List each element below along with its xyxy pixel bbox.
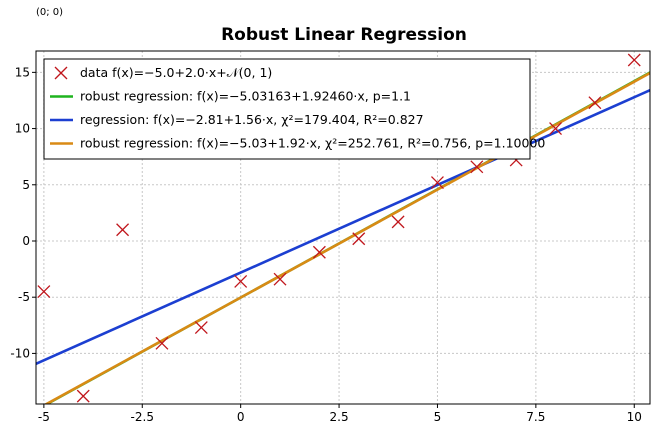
data-point [588, 96, 602, 110]
data-point [312, 245, 326, 259]
y-tick-label: 0 [22, 234, 30, 248]
data-point-stroke [273, 272, 287, 286]
regression-line-3 [43, 71, 650, 404]
data-point [470, 160, 484, 174]
x-tick-label: 7.5 [526, 410, 545, 424]
legend-label: regression: f(x)=−2.81+1.56·x, χ²=179.40… [80, 112, 424, 127]
regression-line-2 [36, 89, 650, 365]
y-tick-label: -5 [18, 290, 30, 304]
data-point [194, 321, 208, 335]
legend-marker [54, 66, 68, 80]
series-layer [36, 53, 650, 404]
data-point-stroke [352, 232, 366, 246]
legend: data f(x)=−5.0+2.0·x+𝒩(0, 1) robust regre… [43, 58, 545, 160]
data-point [627, 53, 641, 67]
x-tick-label: 10 [627, 410, 642, 424]
x-tick-label: 2.5 [330, 410, 349, 424]
data-point [116, 223, 130, 237]
data-point [37, 285, 51, 299]
data-point-stroke [549, 122, 562, 136]
x-tick-label: 5 [434, 410, 442, 424]
data-point [155, 336, 169, 350]
plot-area-frame [35, 50, 651, 405]
data-point-stroke [470, 160, 484, 174]
data-point [273, 272, 287, 286]
y-tick-label: 5 [22, 178, 30, 192]
y-tick-label: 10 [15, 122, 30, 136]
coordinate-readout: (0; 0) [36, 7, 64, 18]
chart-title: Robust Linear Regression [221, 25, 467, 45]
data-point [549, 122, 562, 136]
x-tick-label: -5 [38, 410, 50, 424]
y-tick-label: -10 [10, 346, 30, 360]
data-point [431, 176, 444, 189]
legend-box [43, 58, 531, 160]
data-point [391, 215, 405, 229]
legend-label: robust regression: f(x)=−5.03+1.92·x, χ²… [80, 136, 545, 151]
data-point [76, 389, 90, 403]
data-point [234, 275, 248, 288]
data-point-stroke [155, 336, 169, 350]
data-point [352, 232, 366, 246]
y-tick-label: 15 [15, 65, 30, 79]
data-point-stroke [194, 321, 208, 335]
data-point-stroke [627, 53, 641, 67]
data-point-stroke [588, 96, 602, 110]
data-point-stroke [431, 176, 444, 189]
legend-label: robust regression: f(x)=−5.03163+1.92460… [80, 89, 411, 104]
axes: -5 -2.5 0 2.5 5 7.5 10 -10 -5 0 5 10 15 [10, 65, 642, 424]
x-tick-label: 0 [237, 410, 245, 424]
data-point-stroke [116, 223, 130, 237]
data-point-stroke [391, 215, 405, 229]
x-tick-label: -2.5 [131, 410, 154, 424]
data-point-stroke [234, 275, 248, 288]
data-point-stroke [37, 285, 51, 299]
legend-label: data f(x)=−5.0+2.0·x+𝒩(0, 1) [80, 65, 272, 80]
data-point-stroke [76, 389, 90, 403]
data-point-stroke [312, 245, 326, 259]
